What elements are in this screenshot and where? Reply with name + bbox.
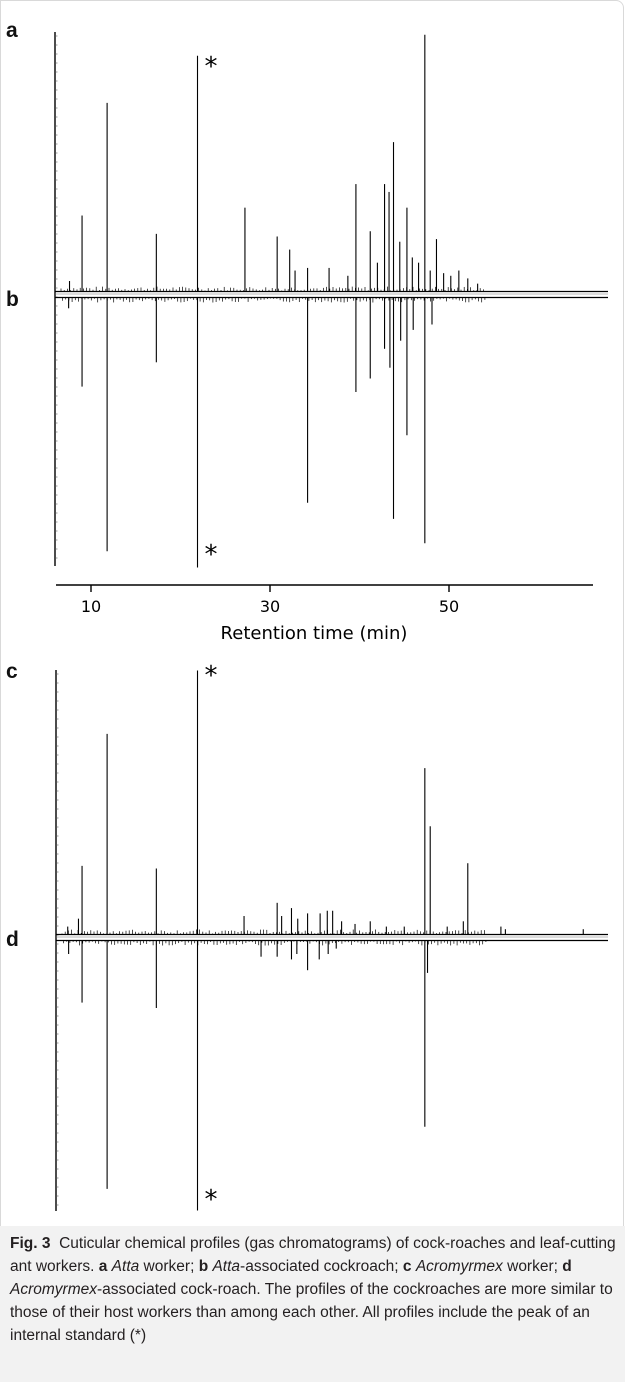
panel-label-a: a: [6, 19, 18, 42]
y-axis-ticks-cd: [56, 673, 59, 1206]
caption-desc-c: worker;: [502, 1258, 558, 1275]
caption-genus-c: Acromyrmex: [415, 1258, 503, 1275]
chart-panel-ab: * * 10 30 50 Retention time (min): [54, 32, 608, 644]
caption-letter-a: a: [98, 1258, 108, 1275]
caption-desc-d: -associated cock-roach.: [96, 1281, 261, 1298]
panel-label-c: c: [6, 660, 18, 683]
caption-background: [0, 1226, 625, 1382]
panel-label-b: b: [6, 288, 19, 311]
caption-genus-d: Acromyrmex: [10, 1281, 97, 1298]
caption-genus-b: Atta: [212, 1258, 241, 1275]
panel-label-d: d: [6, 928, 19, 951]
caption-tail: The profiles of the cockroaches are more…: [10, 1281, 613, 1344]
caption-letter-d: d: [562, 1258, 572, 1275]
caption-genus-a: Atta: [111, 1258, 140, 1275]
internal-standard-marker-c: *: [205, 661, 218, 691]
baseline-noise-ab: [60, 286, 486, 303]
baseline-noise-cd: [61, 929, 487, 946]
x-tick-label-50: 50: [439, 597, 459, 616]
internal-standard-marker-a: *: [205, 52, 218, 82]
figure-caption: Fig. 3 Cuticular chemical profiles (gas …: [10, 1232, 616, 1347]
y-axis-ticks-ab: [55, 35, 58, 559]
caption-fig-label: Fig. 3: [10, 1235, 51, 1252]
caption-letter-c: c: [402, 1258, 412, 1275]
internal-standard-marker-b: *: [205, 540, 218, 570]
caption-intro: Cuticular chemical profiles (gas chromat…: [10, 1235, 616, 1275]
caption-desc-a: worker;: [139, 1258, 195, 1275]
caption-desc-b: -associated cockroach;: [240, 1258, 399, 1275]
x-tick-label-10: 10: [81, 597, 101, 616]
internal-standard-marker-d: *: [205, 1185, 218, 1215]
chart-panel-cd: **: [55, 661, 608, 1215]
x-tick-label-30: 30: [260, 597, 280, 616]
caption-letter-b: b: [198, 1258, 209, 1275]
x-axis-label: Retention time (min): [221, 623, 408, 644]
